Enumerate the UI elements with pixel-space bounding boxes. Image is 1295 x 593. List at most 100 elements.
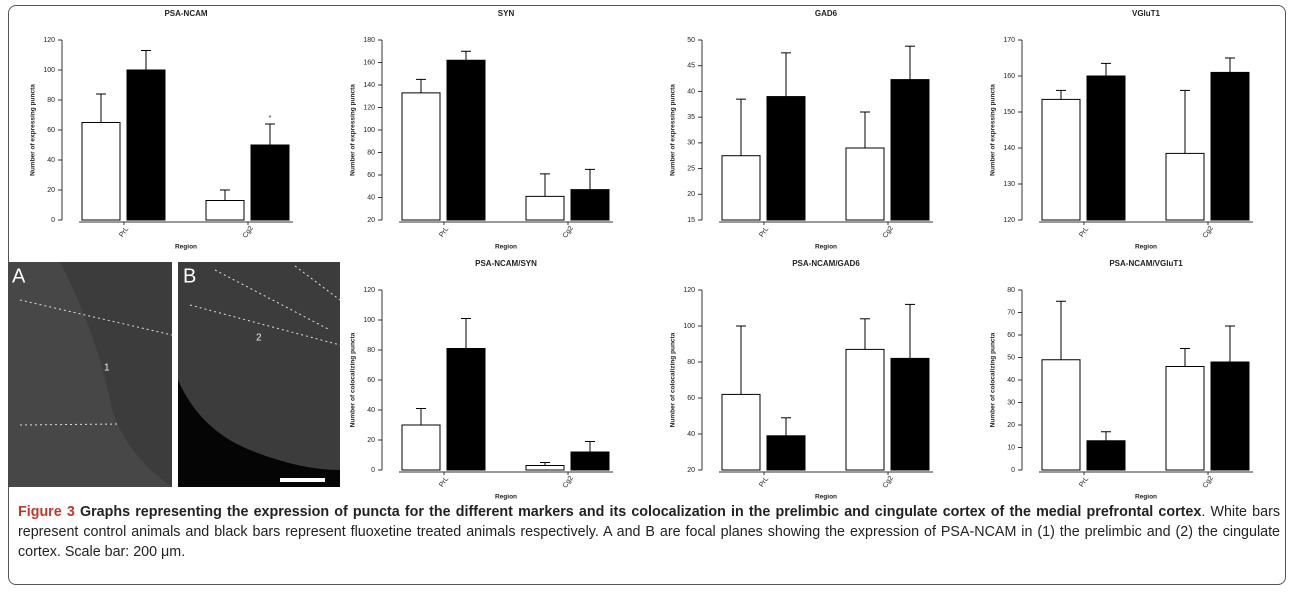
- bar: [251, 145, 289, 220]
- bar: [767, 436, 805, 470]
- y-tick-label: 0: [51, 217, 55, 224]
- y-tick-label: 60: [47, 127, 55, 134]
- region-label: 2: [256, 333, 262, 344]
- chart: PSA-NCAM/SYN Number of colocalizing punct…: [350, 259, 613, 500]
- bar: [891, 358, 929, 470]
- chart-title: PSA-NCAM/SYN: [475, 259, 537, 268]
- x-tick-label: Cg2: [882, 225, 895, 240]
- bar: [722, 394, 760, 470]
- y-tick-label: 35: [687, 114, 695, 121]
- x-tick-label: PrL: [1078, 476, 1090, 489]
- bar: [846, 148, 884, 220]
- y-tick-label: 20: [47, 187, 55, 194]
- bar: [1087, 76, 1125, 220]
- y-tick-label: 20: [687, 467, 695, 474]
- y-axis-label: Number of expressing puncta: [990, 84, 997, 176]
- y-tick-label: 40: [367, 194, 375, 201]
- x-tick-label: Cg2: [1202, 225, 1215, 240]
- x-tick-label: PrL: [118, 226, 130, 239]
- x-axis-label: Region: [175, 244, 197, 251]
- y-tick-label: 80: [1007, 287, 1015, 294]
- caption-label: Figure 3: [18, 504, 75, 520]
- y-tick-label: 60: [1007, 332, 1015, 339]
- y-axis-label: Number of expressing puncta: [670, 84, 677, 176]
- y-tick-label: 120: [363, 287, 375, 294]
- chart-title: SYN: [498, 9, 515, 18]
- y-tick-label: 140: [1003, 145, 1015, 152]
- region-label: 1: [104, 363, 110, 374]
- bar: [571, 190, 609, 220]
- y-tick-label: 15: [687, 217, 695, 224]
- bar: [526, 466, 564, 471]
- y-tick-label: 100: [683, 323, 695, 330]
- y-tick-label: 20: [1007, 422, 1015, 429]
- y-tick-label: 40: [47, 157, 55, 164]
- y-tick-label: 40: [1007, 377, 1015, 384]
- y-tick-label: 80: [367, 347, 375, 354]
- y-tick-label: 40: [367, 407, 375, 414]
- y-tick-label: 120: [43, 37, 55, 44]
- y-tick-label: 0: [371, 467, 375, 474]
- y-tick-label: 160: [1003, 73, 1015, 80]
- bar: [402, 93, 440, 220]
- y-tick-label: 70: [1007, 309, 1015, 316]
- y-tick-label: 60: [367, 172, 375, 179]
- x-tick-label: Cg2: [242, 225, 255, 240]
- y-tick-label: 30: [1007, 399, 1015, 406]
- bar: [1211, 72, 1249, 220]
- x-axis-label: Region: [495, 244, 517, 251]
- y-tick-label: 120: [683, 287, 695, 294]
- y-tick-label: 150: [1003, 109, 1015, 116]
- y-tick-label: 160: [363, 59, 375, 66]
- y-tick-label: 25: [687, 165, 695, 172]
- y-tick-label: 170: [1003, 37, 1015, 44]
- x-axis-label: Region: [815, 244, 837, 251]
- y-axis-label: Number of colocalizing puncta: [350, 332, 357, 427]
- y-tick-label: 20: [687, 191, 695, 198]
- x-tick-label: PrL: [758, 226, 770, 239]
- bar: [1166, 367, 1204, 471]
- micrograph: A B 1 2: [8, 262, 340, 487]
- bar: [571, 452, 609, 470]
- bar: [526, 196, 564, 220]
- x-axis-label: Region: [495, 494, 517, 500]
- y-axis-label: Number of expressing puncta: [350, 84, 357, 176]
- caption: Figure 3 Graphs representing the express…: [18, 502, 1280, 562]
- bar: [127, 70, 165, 220]
- bar: [767, 97, 805, 220]
- bar: [722, 156, 760, 220]
- y-tick-label: 120: [1003, 217, 1015, 224]
- y-tick-label: 100: [43, 67, 55, 74]
- significance-mark: *: [269, 115, 272, 122]
- bar: [1042, 360, 1080, 470]
- y-tick-label: 40: [687, 88, 695, 95]
- figure-page: A B 1 2 PSA-NCAMNumber of expressing pun…: [0, 0, 1295, 593]
- bar: [1166, 153, 1204, 220]
- y-tick-label: 60: [367, 377, 375, 384]
- y-tick-label: 45: [687, 63, 695, 70]
- chart: PSA-NCAM/GAD6Number of colocalizing punc…: [670, 259, 933, 500]
- bar: [82, 123, 120, 221]
- x-axis-label: Region: [1135, 494, 1157, 500]
- bar: [891, 80, 929, 220]
- y-axis-label: Number of colocalizing puncta: [990, 332, 997, 427]
- y-tick-label: 130: [1003, 181, 1015, 188]
- y-tick-label: 180: [363, 37, 375, 44]
- x-tick-label: PrL: [438, 476, 450, 489]
- bar: [1211, 362, 1249, 470]
- panel-label: A: [12, 265, 26, 287]
- y-tick-label: 10: [1007, 444, 1015, 451]
- bar: [402, 425, 440, 470]
- x-tick-label: PrL: [438, 226, 450, 239]
- bar: [206, 201, 244, 221]
- chart-title: PSA-NCAM/GAD6: [792, 259, 860, 268]
- x-tick-label: PrL: [758, 476, 770, 489]
- bar: [447, 349, 485, 471]
- x-tick-label: Cg2: [1202, 475, 1215, 490]
- y-tick-label: 120: [363, 104, 375, 111]
- y-tick-label: 80: [47, 97, 55, 104]
